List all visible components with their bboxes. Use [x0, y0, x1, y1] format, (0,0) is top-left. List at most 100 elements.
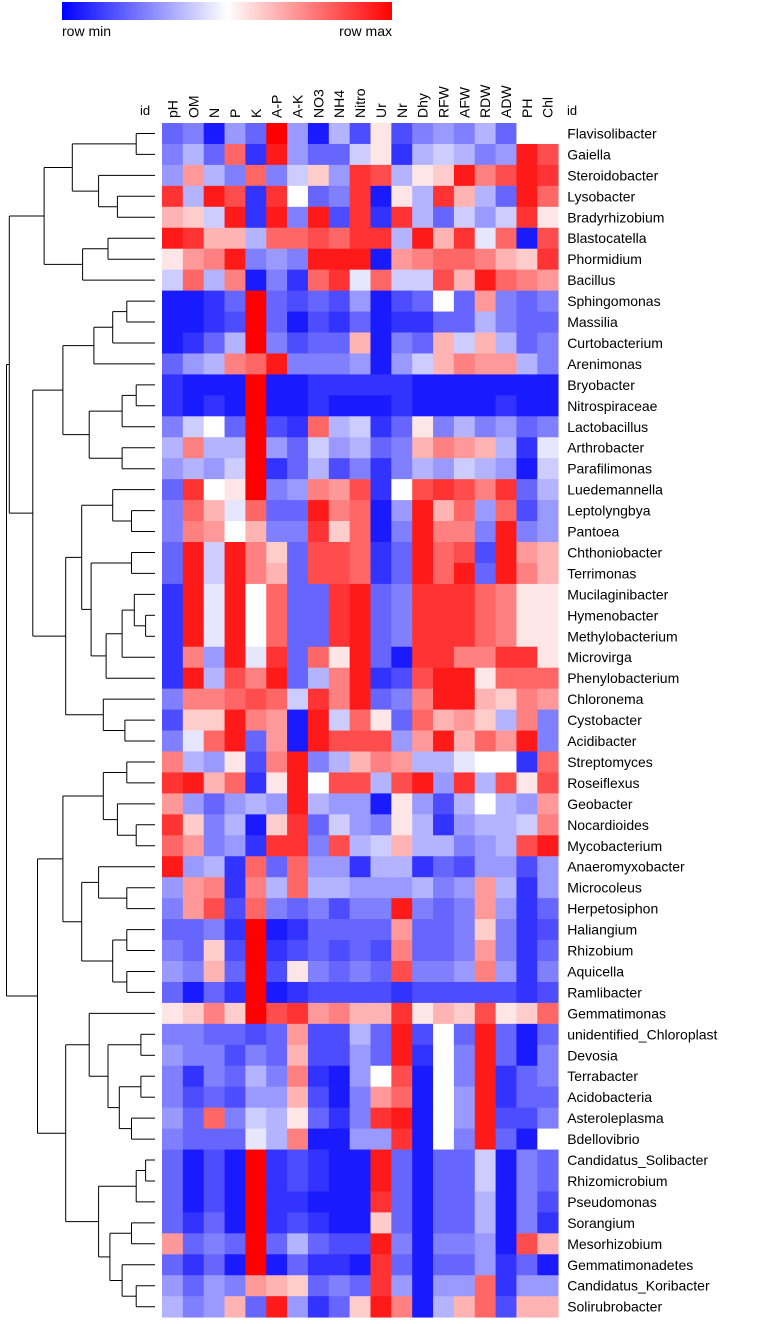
heatmap-cell	[224, 1254, 246, 1276]
heatmap-cell	[203, 248, 225, 271]
heatmap-cell	[307, 919, 330, 941]
heatmap-cell	[349, 500, 371, 522]
heatmap-cell	[224, 961, 246, 983]
heatmap-cell	[537, 1296, 559, 1318]
heatmap-cell	[307, 835, 330, 857]
heatmap-cell	[266, 500, 288, 522]
heatmap-cell	[537, 793, 559, 815]
heatmap-cell	[433, 981, 455, 1004]
heatmap-cell	[349, 583, 371, 606]
heatmap-cell	[287, 1128, 309, 1150]
heatmap-cell	[328, 1065, 351, 1088]
heatmap-cell	[474, 730, 496, 752]
heatmap-cell	[245, 521, 267, 543]
heatmap-cell	[474, 1065, 496, 1088]
heatmap-cell	[182, 185, 205, 208]
heatmap-cell	[370, 1233, 392, 1255]
column-label: K	[248, 108, 264, 118]
heatmap-cell	[370, 185, 392, 208]
heatmap-cell	[203, 1233, 225, 1255]
heatmap-cell	[307, 185, 330, 208]
heatmap-cell	[287, 164, 309, 187]
heatmap-cell	[349, 1212, 371, 1234]
heatmap-cell	[203, 227, 225, 250]
heatmap-cell	[516, 730, 538, 752]
heatmap-cell	[516, 458, 538, 480]
heatmap-cell	[162, 688, 184, 710]
heatmap-cell	[182, 625, 205, 648]
heatmap-cell	[349, 709, 371, 731]
heatmap-cell	[391, 374, 413, 396]
heatmap-cell	[412, 814, 434, 836]
heatmap-cell	[433, 1254, 455, 1276]
heatmap-cell	[433, 185, 455, 208]
heatmap-cell	[162, 416, 184, 438]
heatmap-cell	[224, 856, 246, 878]
heatmap-cell	[224, 751, 246, 773]
heatmap-cell	[495, 583, 517, 606]
heatmap-cell	[370, 290, 392, 312]
heatmap-cell	[495, 248, 517, 271]
heatmap-cell	[245, 500, 267, 522]
heatmap-cell	[412, 772, 434, 794]
heatmap-cell	[266, 835, 288, 857]
heatmap-cell	[412, 395, 434, 417]
heatmap-cell	[203, 625, 225, 648]
row-label: Bdellovibrio	[567, 1131, 640, 1147]
row-label: Cystobacter	[567, 712, 642, 728]
heatmap-cell	[245, 1023, 267, 1046]
heatmap-cell	[453, 1212, 476, 1234]
heatmap-cell	[537, 395, 559, 417]
heatmap-cell	[495, 877, 517, 899]
heatmap-cell	[245, 311, 267, 333]
heatmap-cell	[433, 332, 455, 354]
heatmap-cell	[349, 395, 371, 417]
heatmap-cell	[453, 1191, 476, 1213]
heatmap-cell	[453, 1275, 476, 1297]
heatmap-cell	[162, 1044, 184, 1067]
heatmap-cell	[182, 311, 205, 333]
heatmap-cell	[328, 248, 351, 271]
column-headers: id id pH OM N P K A-P A-K NO3 NH4 Nitro Ur Nr Dhy RFW…	[140, 84, 577, 118]
column-label: RDW	[477, 84, 493, 118]
heatmap-cell	[391, 416, 413, 438]
heatmap-cell	[433, 521, 455, 543]
heatmap-cell	[412, 290, 434, 312]
heatmap-cell	[495, 1254, 517, 1276]
heatmap-cell	[287, 961, 309, 983]
heatmap-cell	[433, 1275, 455, 1297]
heatmap-cell	[453, 206, 476, 229]
heatmap-cell	[162, 751, 184, 773]
heatmap-cell	[203, 479, 225, 501]
heatmap-cell	[412, 562, 434, 585]
heatmap-cell	[224, 1233, 246, 1255]
heatmap-cell	[162, 877, 184, 899]
heatmap-cell	[453, 730, 476, 752]
heatmap-cell	[328, 164, 351, 187]
heatmap-cell	[453, 1233, 476, 1255]
heatmap-cell	[224, 164, 246, 187]
heatmap-cell	[245, 374, 267, 396]
heatmap-cell	[370, 1149, 392, 1171]
heatmap-cell	[203, 562, 225, 585]
heatmap-cell	[453, 353, 476, 375]
heatmap-cell	[370, 835, 392, 857]
heatmap-cell	[495, 1107, 517, 1129]
row-label: Phormidium	[567, 251, 642, 267]
heatmap-cell	[307, 290, 330, 312]
heatmap-cell	[516, 227, 538, 250]
heatmap-cell	[474, 961, 496, 983]
heatmap-cell	[391, 961, 413, 983]
heatmap-cell	[266, 1149, 288, 1171]
heatmap-cell	[474, 542, 496, 564]
heatmap-cell	[370, 1023, 392, 1046]
heatmap-cell	[391, 1149, 413, 1171]
heatmap-cell	[266, 1128, 288, 1150]
heatmap-cell	[391, 583, 413, 606]
heatmap-cell	[245, 1170, 267, 1192]
heatmap-cell	[433, 458, 455, 480]
heatmap-cell	[495, 395, 517, 417]
heatmap-cell	[474, 814, 496, 836]
heatmap-cell	[474, 206, 496, 229]
heatmap-cell	[266, 1023, 288, 1046]
